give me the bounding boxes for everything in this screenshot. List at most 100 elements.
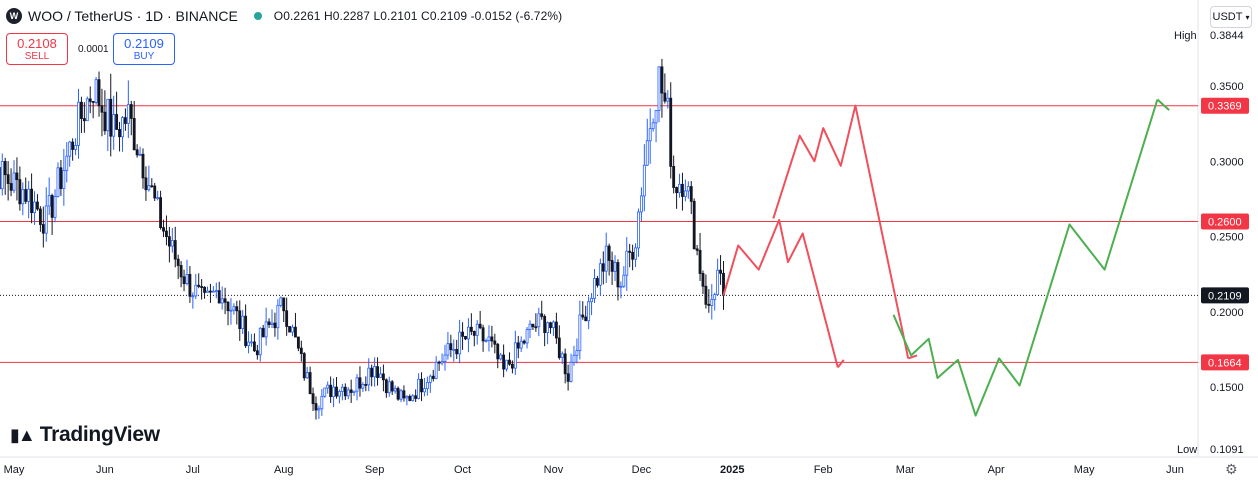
candle — [487, 336, 491, 341]
candle — [80, 101, 83, 119]
candle — [291, 326, 294, 333]
level-label: 0.2600 — [1208, 216, 1242, 228]
candle — [317, 408, 321, 411]
candle — [150, 185, 154, 188]
candle — [428, 375, 432, 383]
candle — [367, 367, 371, 386]
candle — [36, 201, 39, 210]
candle — [423, 388, 426, 393]
candle — [387, 381, 391, 394]
arrow-head-bullish — [1156, 98, 1170, 111]
candle — [77, 101, 80, 146]
candle — [135, 149, 139, 156]
sell-price: 0.2108 — [17, 36, 57, 51]
candle — [464, 335, 467, 340]
candle — [414, 395, 418, 399]
candle — [434, 361, 438, 379]
candle — [197, 284, 201, 287]
candle — [343, 386, 347, 397]
candle — [554, 321, 558, 339]
candle — [162, 227, 165, 232]
candle — [3, 161, 7, 176]
candle — [126, 104, 130, 124]
candle — [581, 314, 585, 318]
candle — [666, 97, 670, 102]
candle — [220, 298, 224, 304]
candle — [502, 354, 506, 370]
symbol-title[interactable]: WOO / TetherUS · 1D · BINANCE — [28, 8, 238, 24]
candle — [285, 310, 289, 327]
sell-button[interactable]: 0.2108 SELL — [6, 33, 68, 65]
candle — [683, 190, 687, 197]
candle — [340, 386, 344, 392]
candle — [598, 263, 602, 286]
arrow-head-b — [907, 354, 918, 360]
buy-label: BUY — [133, 51, 155, 62]
candle — [639, 195, 643, 213]
candle — [338, 391, 341, 397]
candle — [282, 297, 286, 312]
candle — [258, 327, 262, 356]
candle — [217, 290, 221, 304]
candle — [100, 105, 104, 113]
candle — [716, 269, 720, 295]
candle — [634, 247, 637, 260]
candle — [540, 313, 544, 317]
x-tick-label: Mar — [896, 464, 915, 476]
level-label-bg — [1201, 97, 1249, 114]
candle — [505, 359, 508, 370]
candle — [590, 297, 593, 303]
candle — [458, 331, 462, 355]
candle — [109, 98, 113, 137]
candle — [123, 117, 127, 124]
candle — [41, 224, 45, 234]
candle — [452, 348, 456, 351]
candle — [478, 323, 482, 329]
sell-label: SELL — [24, 51, 50, 62]
candle — [678, 183, 681, 194]
candle — [118, 129, 121, 138]
candle — [637, 211, 640, 249]
candle — [85, 98, 89, 122]
candle — [179, 265, 183, 278]
candle — [115, 114, 119, 130]
candle — [405, 395, 409, 399]
change-value: -0.0152 (-6.72%) — [470, 9, 563, 23]
candle — [223, 298, 227, 303]
candle — [326, 384, 330, 389]
candle — [12, 172, 16, 191]
candle — [437, 361, 441, 364]
ohlc-readout: O0.2261 H0.2287 L0.2101 C0.2109 -0.0152 … — [274, 9, 562, 23]
high-label: H — [323, 9, 333, 23]
candle — [396, 387, 400, 400]
candle — [159, 197, 163, 229]
candle — [188, 274, 192, 297]
candle — [543, 316, 547, 333]
candle — [431, 375, 435, 379]
candle — [440, 361, 444, 364]
candle — [176, 258, 180, 266]
buy-button[interactable]: 0.2109 BUY — [113, 33, 175, 65]
candle — [469, 326, 473, 332]
candle — [358, 377, 362, 389]
high-value: 0.2287 — [332, 9, 371, 23]
candle — [508, 359, 511, 365]
candle — [311, 393, 315, 405]
candle — [38, 208, 42, 225]
bullish-path[interactable] — [892, 99, 1159, 417]
candle — [302, 353, 306, 379]
candle — [97, 79, 101, 107]
gear-icon[interactable]: ⚙ — [1225, 461, 1238, 477]
candle — [648, 128, 652, 142]
candle — [475, 323, 479, 336]
bearish-path-b[interactable] — [772, 104, 910, 359]
x-tick-label: Oct — [454, 464, 471, 476]
candle — [499, 354, 503, 360]
low-value: 0.2101 — [380, 9, 418, 23]
candle — [24, 189, 28, 202]
candle — [276, 304, 280, 329]
candle — [247, 341, 250, 347]
bearish-path-a[interactable] — [722, 218, 839, 368]
currency-selector[interactable]: USDT ▾ — [1210, 6, 1252, 28]
